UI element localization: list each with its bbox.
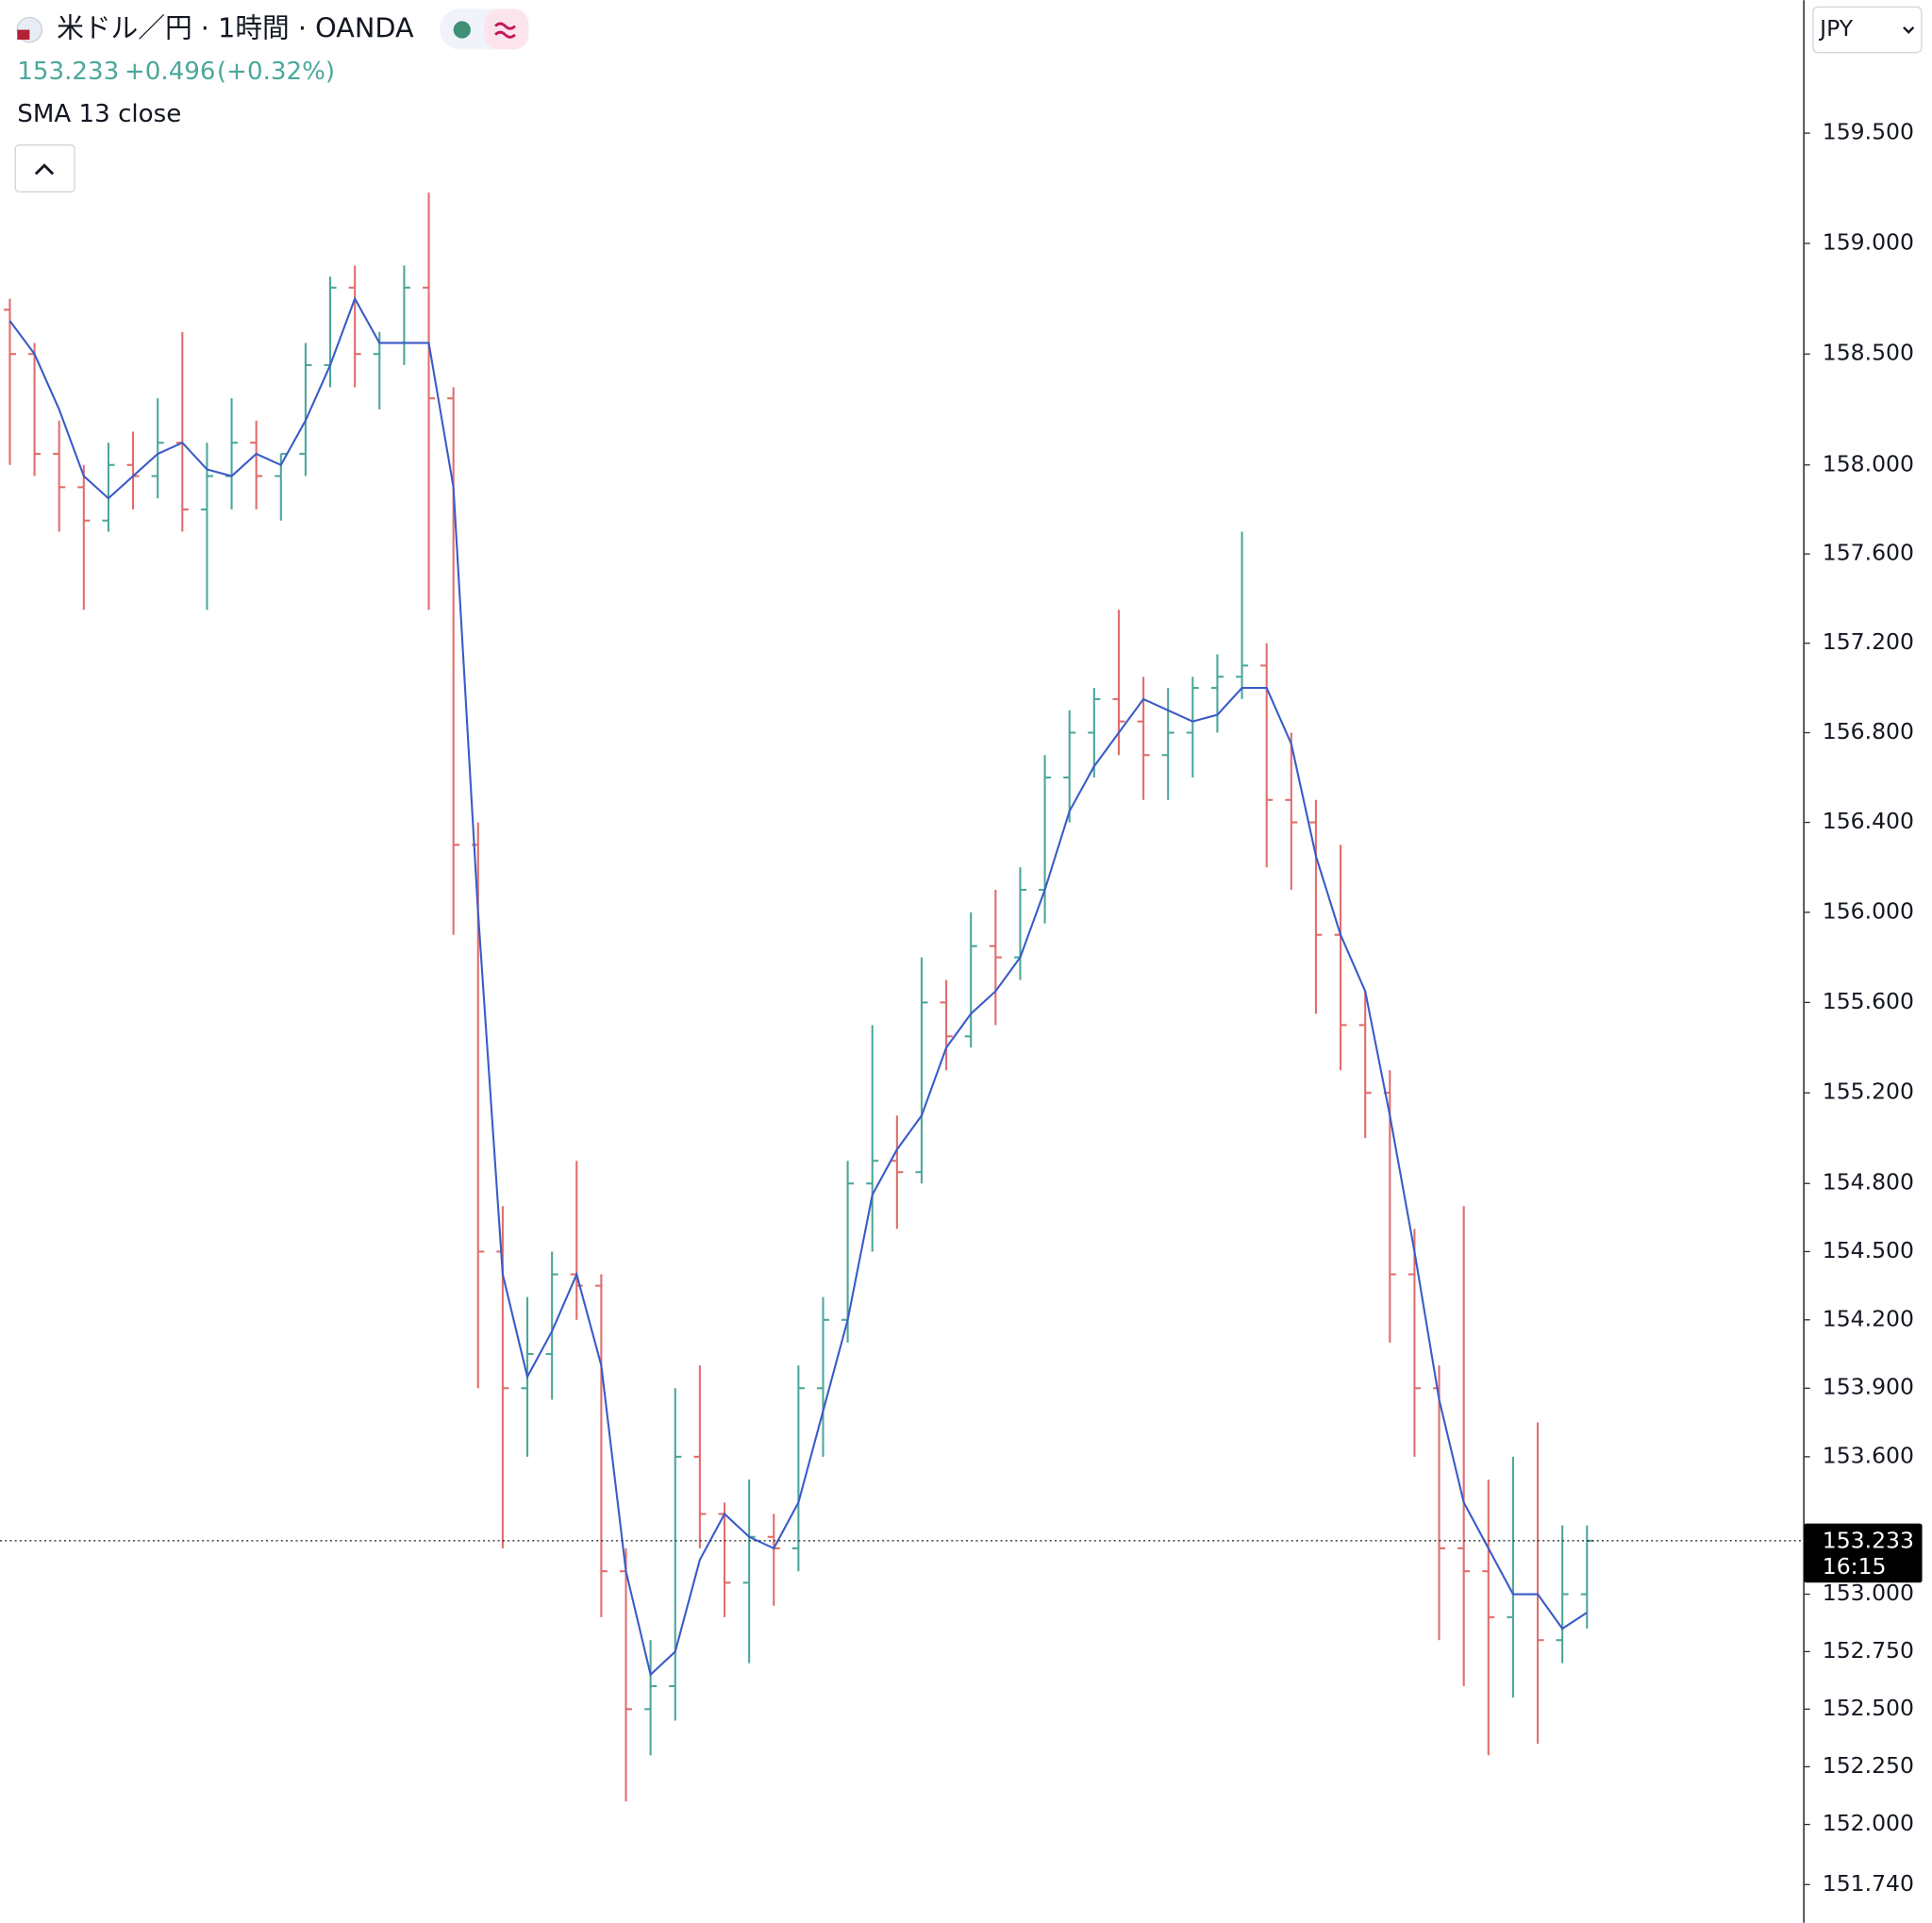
y-tick-label: 158.500: [1823, 340, 1914, 366]
y-tick-label: 155.200: [1823, 1079, 1914, 1105]
plot-area: [0, 192, 1805, 1802]
y-tick-label: 154.800: [1823, 1169, 1914, 1196]
y-tick-label: 157.200: [1823, 628, 1914, 655]
y-tick-label: 152.250: [1823, 1752, 1914, 1779]
currency-button[interactable]: [1812, 6, 1923, 54]
countdown-label: 16:15: [1823, 1553, 1887, 1580]
change: +0.496: [125, 57, 216, 85]
sma-line: [8, 296, 1588, 1677]
change-percent: (+0.32%): [217, 57, 335, 85]
y-tick-label: 153.900: [1823, 1374, 1914, 1400]
last-price-label: 153.233: [1823, 1528, 1914, 1554]
y-tick-label: 154.200: [1823, 1305, 1914, 1331]
y-tick-label: 152.000: [1823, 1810, 1914, 1836]
y-tick-label: 152.750: [1823, 1637, 1914, 1664]
y-tick-label: 156.400: [1823, 808, 1914, 834]
y-tick-label: 159.000: [1823, 228, 1914, 255]
indicator-legend[interactable]: SMA 13 close: [17, 100, 181, 128]
y-tick-label: 158.000: [1823, 450, 1914, 477]
y-tick-label: 153.000: [1823, 1580, 1914, 1606]
last-price: 153.233: [17, 57, 119, 85]
y-tick-label: 154.500: [1823, 1237, 1914, 1263]
y-tick-label: 155.600: [1823, 988, 1914, 1014]
collapse-button[interactable]: [14, 144, 75, 192]
y-tick-label: 153.600: [1823, 1442, 1914, 1468]
collapse-icon: [34, 163, 55, 176]
y-tick-label: 152.500: [1823, 1695, 1914, 1721]
y-tick-label: 157.600: [1823, 540, 1914, 566]
y-tick-label: 151.740: [1823, 1870, 1914, 1897]
last-price-badge: [1804, 1523, 1923, 1583]
currency-label: JPY: [1818, 15, 1854, 42]
status-badge-right[interactable]: [484, 8, 529, 50]
price-axis: 159.500 159.000 158.500 158.000 157.600 157.2…: [1804, 119, 1923, 1897]
currency-chevron: [1903, 26, 1915, 34]
price-summary: 153.233 +0.496(+0.32%): [17, 57, 335, 85]
symbol-title[interactable]: 米ドル／円 · 1時間 · OANDA: [57, 12, 414, 44]
y-tick-label: 159.500: [1823, 119, 1914, 145]
y-tick-label: 156.000: [1823, 897, 1914, 924]
delayed-icon: [494, 22, 516, 39]
y-tick-label: 156.800: [1823, 718, 1914, 744]
flag-stripe: [17, 29, 30, 41]
market-open-dot: [453, 21, 471, 39]
